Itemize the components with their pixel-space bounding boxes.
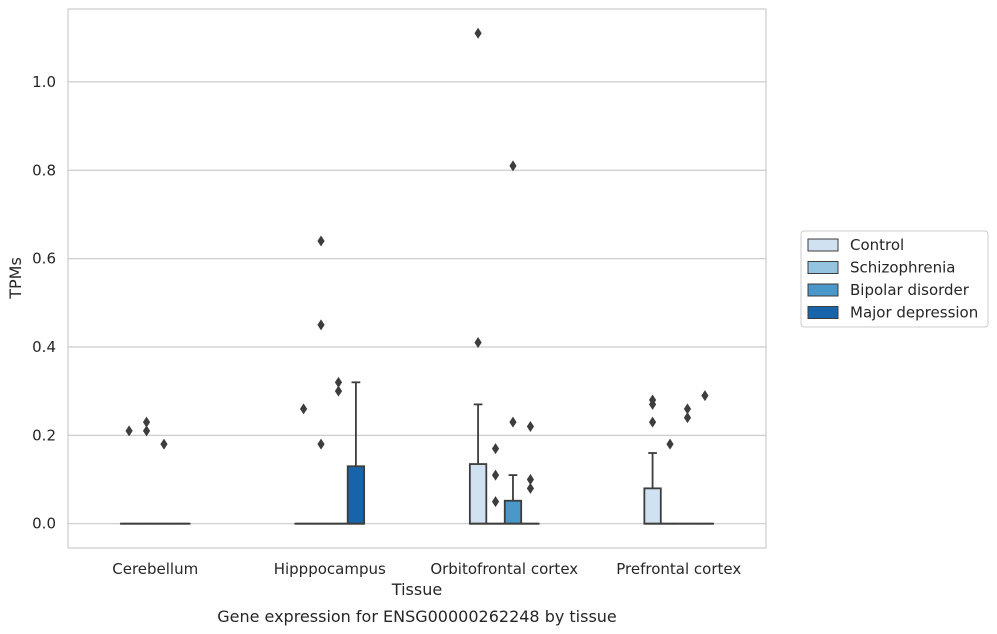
outlier-point <box>683 412 692 424</box>
box-control-prefrontal-cortex <box>643 452 662 525</box>
box-major-depression-hipppocampus <box>346 381 366 525</box>
legend: Control Schizophrenia Bipolar disorder Majo… <box>800 230 989 328</box>
legend-label-major-depression: Major depression <box>850 304 978 322</box>
legend-label-schizophrenia: Schizophrenia <box>850 259 955 277</box>
outlier-point <box>526 482 535 494</box>
outlier-point <box>491 443 500 455</box>
y-tick-label: 1.0 <box>32 73 56 91</box>
outlier-point <box>474 27 482 39</box>
outlier-point <box>334 376 343 388</box>
box-body <box>643 487 662 525</box>
y-tick-label: 0.6 <box>32 250 56 268</box>
legend-swatch-major-depression <box>807 306 839 319</box>
outlier-point <box>648 394 657 406</box>
box-bipolar-disorder-orbitofrontal-cortex <box>503 474 523 525</box>
y-tick-labels: 0.0 0.2 0.4 0.6 0.8 1.0 <box>32 73 56 533</box>
legend-label-control: Control <box>850 236 904 254</box>
outlier-point <box>666 438 674 450</box>
outlier-point <box>317 235 325 247</box>
box-body <box>503 499 523 525</box>
outlier-point <box>509 416 517 428</box>
outlier-point <box>701 390 709 402</box>
x-tick-labels: Cerebellum Hipppocampus Orbitofrontal cort… <box>112 560 741 578</box>
outlier-point <box>142 425 151 437</box>
legend-swatch-bipolar-disorder <box>807 283 839 297</box>
outlier-point <box>526 474 535 486</box>
outlier-point <box>509 160 517 172</box>
box-body <box>346 465 366 525</box>
outlier-point <box>491 469 500 481</box>
y-tick-label: 0.2 <box>32 426 56 444</box>
gridlines <box>68 81 766 525</box>
y-tick-label: 0.4 <box>32 338 56 356</box>
y-axis-label: TPMs <box>6 257 25 300</box>
box-control-orbitofrontal-cortex <box>468 403 488 525</box>
outlier-point <box>491 496 500 508</box>
outlier-point <box>142 416 151 428</box>
outlier-point <box>317 438 325 450</box>
outlier-point <box>125 425 133 437</box>
boxes <box>119 381 715 525</box>
x-tick-label-cerebellum: Cerebellum <box>112 560 198 578</box>
box-body <box>468 463 488 525</box>
legend-swatch-control <box>807 238 839 252</box>
x-tick-label-orbitofrontal-cortex: Orbitofrontal cortex <box>430 560 578 578</box>
y-tick-label: 0.8 <box>32 161 56 179</box>
outlier-point <box>648 416 657 428</box>
outlier-point <box>683 403 692 415</box>
outlier-point <box>299 403 308 415</box>
legend-label-bipolar-disorder: Bipolar disorder <box>850 281 970 299</box>
y-tick-label: 0.0 <box>32 515 56 533</box>
figure-caption: Gene expression for ENSG00000262248 by t… <box>217 607 617 626</box>
plot-area-frame <box>67 8 767 549</box>
outlier-point <box>317 319 325 331</box>
x-tick-label-hipppocampus: Hipppocampus <box>274 560 386 578</box>
legend-frame <box>800 230 989 328</box>
outlier-point <box>334 385 343 397</box>
outlier-point <box>526 421 535 433</box>
x-tick-label-prefrontal-cortex: Prefrontal cortex <box>616 560 741 578</box>
legend-swatch-schizophrenia <box>807 261 839 274</box>
outliers <box>125 27 709 508</box>
outlier-point <box>474 337 482 349</box>
x-axis-label: Tissue <box>391 580 442 599</box>
outlier-point <box>160 438 168 450</box>
